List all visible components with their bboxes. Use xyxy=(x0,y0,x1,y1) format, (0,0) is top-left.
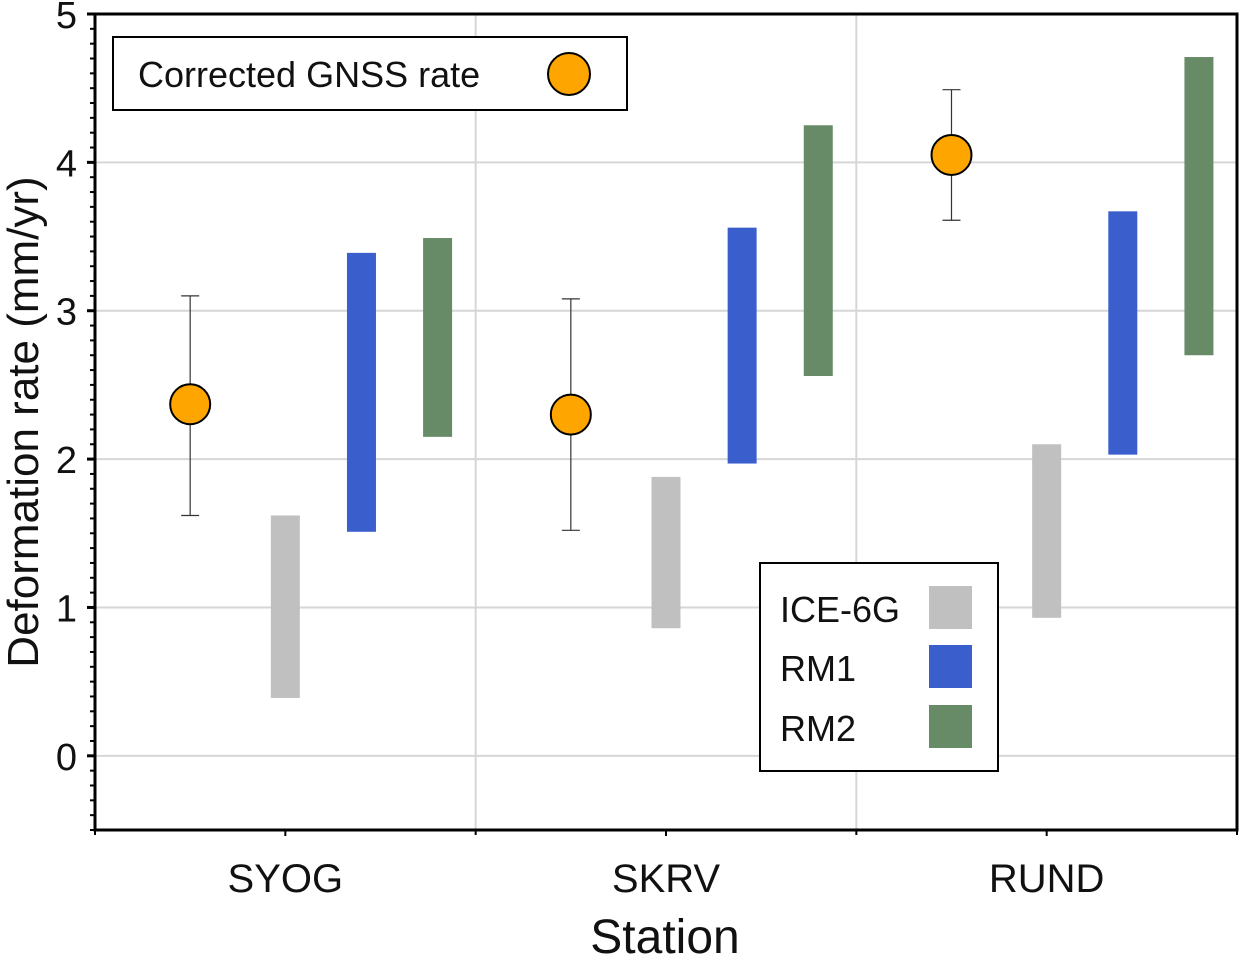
bar-ice-6g-skrv xyxy=(651,476,681,629)
legend-label-rm2: RM2 xyxy=(780,708,856,749)
legend-label-ice6g: ICE-6G xyxy=(780,589,900,630)
x-tick-label-rund: RUND xyxy=(989,857,1105,901)
y-tick-label: 1 xyxy=(56,588,77,630)
legend-swatch-rm2 xyxy=(929,705,972,748)
plot-frame xyxy=(93,12,1239,832)
gnss-point-rund xyxy=(930,133,973,176)
x-tick-label-skrv: SKRV xyxy=(612,857,721,901)
x-tick-label-syog: SYOG xyxy=(228,857,344,901)
legend-swatch-rm1 xyxy=(929,645,972,688)
legend-gnss: Corrected GNSS rate xyxy=(112,36,628,111)
y-tick-label: 5 xyxy=(56,0,77,37)
marks xyxy=(169,57,1214,698)
y-axis-label: Deformation rate (mm/yr) xyxy=(0,176,48,667)
legend-swatch-ice6g xyxy=(929,586,972,629)
bar-rm2-rund xyxy=(1184,57,1214,356)
bar-rm1-rund xyxy=(1108,211,1138,455)
y-tick-label: 4 xyxy=(56,143,77,185)
legend-label-rm1: RM1 xyxy=(780,648,856,689)
bar-ice-6g-rund xyxy=(1032,444,1062,618)
bar-rm1-syog xyxy=(346,252,376,532)
grid xyxy=(95,13,1237,830)
legend-gnss-box xyxy=(112,36,628,111)
bar-rm2-skrv xyxy=(803,125,833,377)
legend-models: ICE-6G RM1 RM2 xyxy=(759,562,999,772)
gnss-point-syog xyxy=(169,383,212,426)
bar-rm2-syog xyxy=(423,238,453,437)
y-tick-label: 0 xyxy=(56,737,77,779)
y-tick-label: 2 xyxy=(56,440,77,482)
gnss-point-skrv xyxy=(549,393,592,436)
bar-ice-6g-syog xyxy=(270,515,300,698)
legend-gnss-marker xyxy=(547,52,591,96)
legend-gnss-label: Corrected GNSS rate xyxy=(138,54,480,95)
x-axis-label: Station xyxy=(590,911,739,957)
bar-rm1-skrv xyxy=(727,227,757,464)
y-tick-label: 3 xyxy=(56,292,77,334)
axes: 0 1 2 3 4 5 SYOG SKRV RUND xyxy=(56,0,1238,901)
